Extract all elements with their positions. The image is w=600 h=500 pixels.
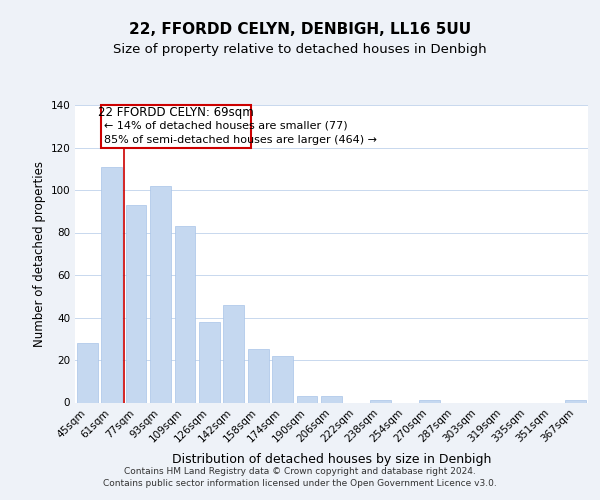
Text: ← 14% of detached houses are smaller (77): ← 14% of detached houses are smaller (77…	[104, 120, 348, 130]
Text: 85% of semi-detached houses are larger (464) →: 85% of semi-detached houses are larger (…	[104, 135, 377, 145]
Bar	[101, 166, 122, 402]
Bar	[248, 350, 269, 403]
FancyBboxPatch shape	[101, 105, 251, 148]
Bar	[272, 356, 293, 403]
Text: Contains public sector information licensed under the Open Government Licence v3: Contains public sector information licen…	[103, 480, 497, 488]
X-axis label: Distribution of detached houses by size in Denbigh: Distribution of detached houses by size …	[172, 452, 491, 466]
Bar	[77, 343, 98, 402]
Text: Size of property relative to detached houses in Denbigh: Size of property relative to detached ho…	[113, 42, 487, 56]
Text: Contains HM Land Registry data © Crown copyright and database right 2024.: Contains HM Land Registry data © Crown c…	[124, 466, 476, 475]
Text: 22, FFORDD CELYN, DENBIGH, LL16 5UU: 22, FFORDD CELYN, DENBIGH, LL16 5UU	[129, 22, 471, 38]
Bar	[321, 396, 342, 402]
Bar	[199, 322, 220, 402]
Bar	[296, 396, 317, 402]
Bar	[125, 205, 146, 402]
Text: 22 FFORDD CELYN: 69sqm: 22 FFORDD CELYN: 69sqm	[98, 106, 254, 119]
Bar	[150, 186, 171, 402]
Bar	[565, 400, 586, 402]
Y-axis label: Number of detached properties: Number of detached properties	[33, 161, 46, 347]
Bar	[175, 226, 196, 402]
Bar	[223, 304, 244, 402]
Bar	[419, 400, 440, 402]
Bar	[370, 400, 391, 402]
